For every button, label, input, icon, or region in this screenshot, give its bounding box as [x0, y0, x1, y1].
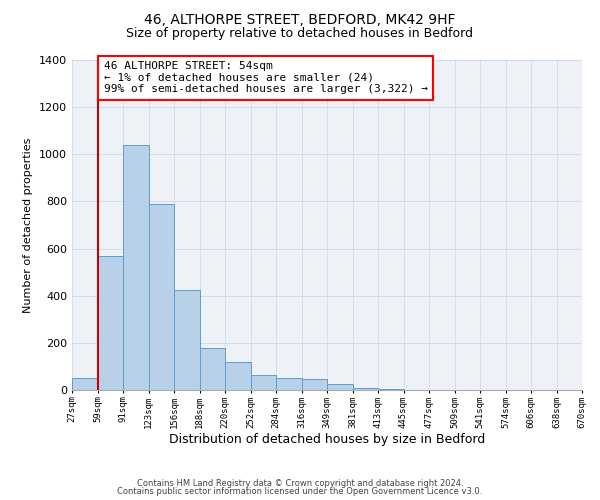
Bar: [378, 389, 404, 390]
Text: Size of property relative to detached houses in Bedford: Size of property relative to detached ho…: [127, 28, 473, 40]
Bar: [149, 204, 174, 390]
X-axis label: Distribution of detached houses by size in Bedford: Distribution of detached houses by size …: [169, 434, 485, 446]
Bar: [276, 378, 302, 390]
Y-axis label: Number of detached properties: Number of detached properties: [23, 138, 34, 312]
Bar: [174, 290, 199, 390]
Text: 46 ALTHORPE STREET: 54sqm
← 1% of detached houses are smaller (24)
99% of semi-d: 46 ALTHORPE STREET: 54sqm ← 1% of detach…: [104, 61, 428, 94]
Bar: [353, 388, 378, 390]
Bar: [97, 256, 123, 390]
Bar: [72, 378, 97, 390]
Text: 46, ALTHORPE STREET, BEDFORD, MK42 9HF: 46, ALTHORPE STREET, BEDFORD, MK42 9HF: [144, 12, 456, 26]
Bar: [225, 362, 251, 390]
Bar: [199, 348, 225, 390]
Bar: [251, 374, 276, 390]
Bar: [327, 384, 353, 390]
Bar: [123, 145, 149, 390]
Bar: [302, 380, 327, 390]
Text: Contains HM Land Registry data © Crown copyright and database right 2024.: Contains HM Land Registry data © Crown c…: [137, 478, 463, 488]
Text: Contains public sector information licensed under the Open Government Licence v3: Contains public sector information licen…: [118, 487, 482, 496]
